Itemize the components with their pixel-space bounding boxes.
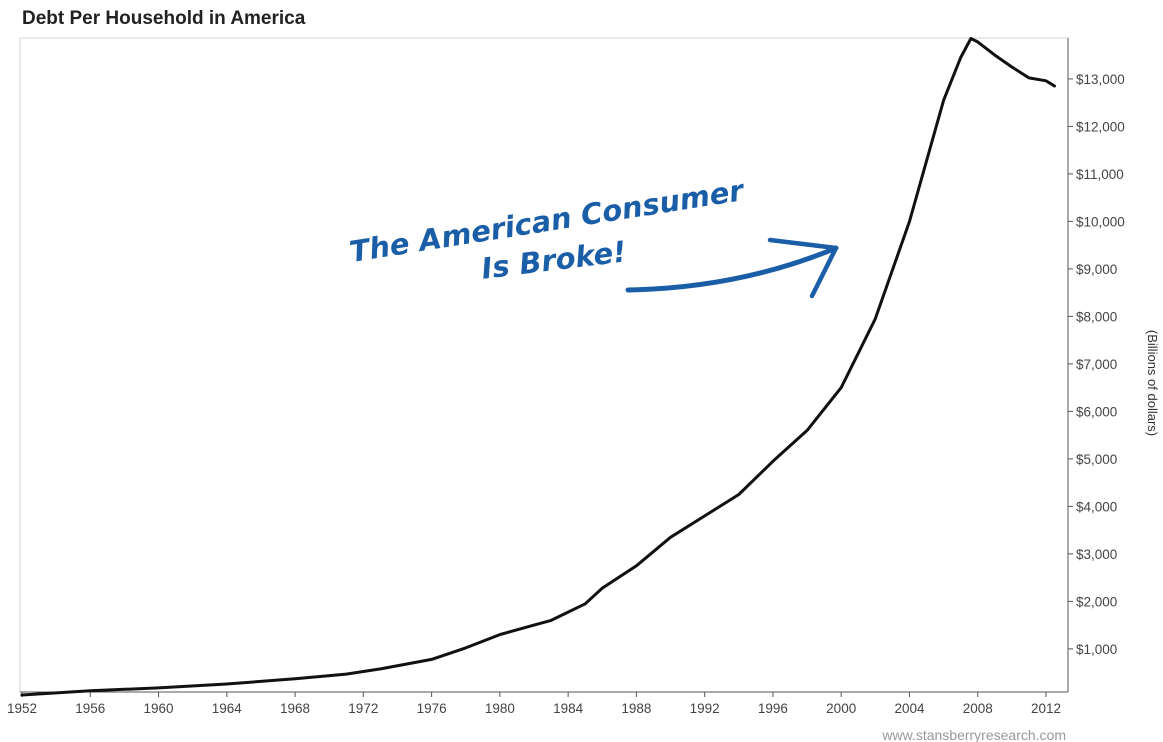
y-tick-label: $9,000 <box>1076 262 1117 277</box>
y-tick-label: $13,000 <box>1076 72 1125 87</box>
x-tick-label: 2000 <box>826 701 856 716</box>
x-tick-label: 2012 <box>1031 701 1061 716</box>
chart-title: Debt Per Household in America <box>22 8 306 29</box>
x-tick-label: 1964 <box>212 701 243 716</box>
y-tick-label: $2,000 <box>1076 594 1117 609</box>
x-tick-label: 2008 <box>963 701 993 716</box>
x-tick-label: 1952 <box>7 701 37 716</box>
y-tick-label: $4,000 <box>1076 499 1117 514</box>
x-tick-label: 1984 <box>553 701 584 716</box>
y-tick-label: $11,000 <box>1076 167 1124 182</box>
x-tick-label: 1956 <box>75 701 105 716</box>
annotation: The American Consumer Is Broke! <box>347 173 839 299</box>
y-tick-label: $10,000 <box>1076 214 1125 229</box>
x-tick-label: 1980 <box>485 701 515 716</box>
x-tick-label: 1988 <box>621 701 651 716</box>
y-tick-label: $7,000 <box>1076 357 1117 372</box>
plot-border <box>19 37 1069 693</box>
y-tick-label: $3,000 <box>1076 547 1117 562</box>
plot-area: 1952 1956 1960 1964 1968 1972 1976 1980 1984 1988… <box>7 37 1125 716</box>
y-axis-label: (Billions of dollars) <box>1145 330 1160 436</box>
y-tick-label: $12,000 <box>1076 119 1125 134</box>
x-tick-label: 1996 <box>758 701 788 716</box>
x-tick-label: 1972 <box>348 701 378 716</box>
source-credit: www.stansberryresearch.com <box>881 727 1066 742</box>
y-tick-label: $5,000 <box>1076 452 1117 467</box>
x-axis-ticks: 1952 1956 1960 1964 1968 1972 1976 1980 1984 1988… <box>7 692 1061 716</box>
x-tick-label: 1976 <box>417 701 447 716</box>
annotation-arrowhead <box>767 237 839 299</box>
series-line <box>20 37 1056 697</box>
x-tick-label: 1992 <box>690 701 720 716</box>
annotation-arrow <box>625 245 839 293</box>
y-tick-label: $6,000 <box>1076 404 1117 419</box>
x-tick-label: 1960 <box>144 701 174 716</box>
y-tick-label: $8,000 <box>1076 309 1117 324</box>
x-tick-label: 1968 <box>280 701 310 716</box>
x-tick-label: 2004 <box>894 701 925 716</box>
y-tick-label: $1,000 <box>1076 642 1117 657</box>
y-axis-ticks: $1,000 $2,000 $3,000 $4,000 $5,000 $6,000 $7,0… <box>1068 72 1125 657</box>
